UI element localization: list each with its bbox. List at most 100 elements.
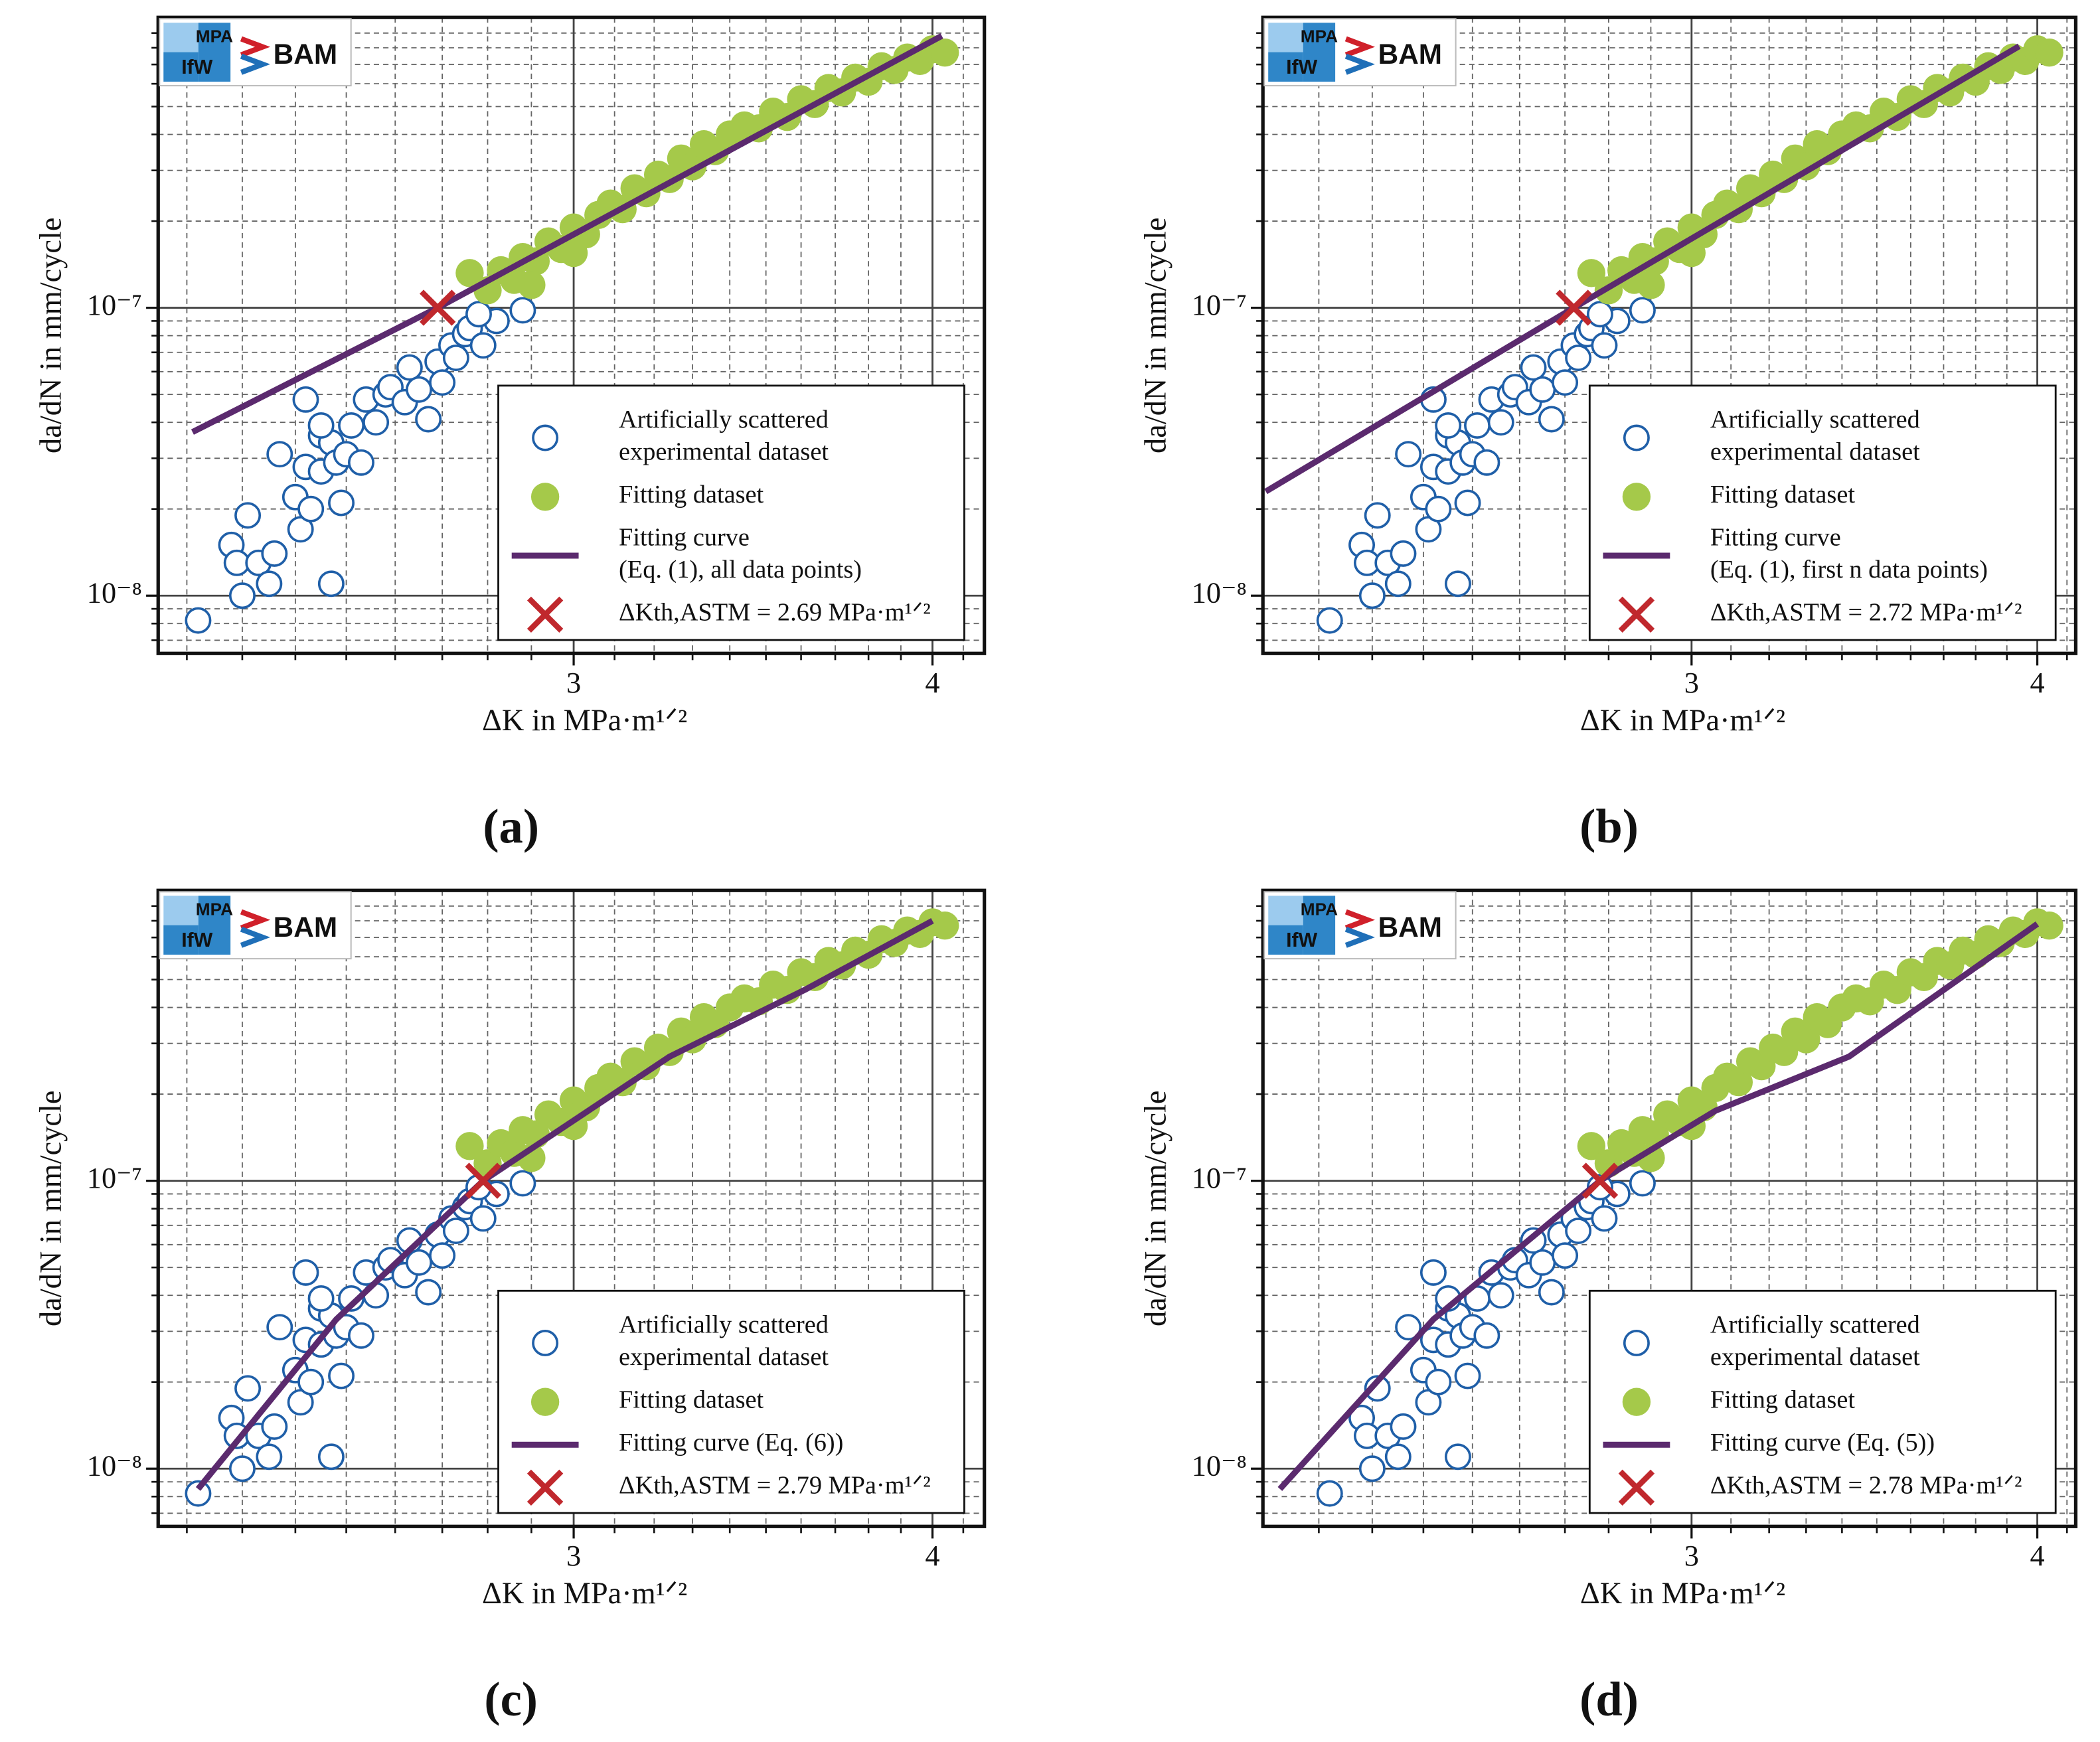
fitting-curve [195,918,934,1491]
legend-box [1588,384,2057,641]
data-point [530,1387,560,1416]
data-point [509,297,536,324]
data-point [1552,369,1579,396]
data-point [415,406,442,433]
x-tick-label: 3 [1684,666,1699,699]
data-point [266,1314,293,1341]
threshold-marker [419,289,456,326]
data-point [297,1368,325,1395]
threshold-marker [465,1162,501,1199]
data-point [234,502,262,529]
legend-text: Artificially scattered [619,406,829,434]
data-point [328,489,355,516]
logo-text: IfW [181,929,212,951]
logo-text: IfW [1286,929,1317,951]
logo-block [1268,52,1303,82]
data-point [1577,1132,1606,1160]
data-point [1419,1259,1447,1286]
y-tick-label: 10⁻⁷ [1192,288,1247,321]
data-point [1454,1362,1481,1389]
data-point [297,495,325,522]
legend-text: experimental dataset [1710,1343,1920,1371]
logo-chevron [1344,53,1375,75]
data-point [406,376,432,403]
data-point [234,1375,262,1402]
x-tick-label: 4 [925,666,939,699]
data-point [1565,1218,1592,1245]
data-point [1629,297,1656,324]
logo-chevron [1344,926,1375,948]
data-point [465,301,492,328]
x-axis-label: ΔK in MPa·m¹ᐟ² [482,1577,687,1611]
logo-text: IfW [181,56,212,78]
data-point [348,1322,374,1349]
logo-text: BAM [274,39,337,70]
data-point [1364,502,1391,529]
logo-block [1303,23,1336,82]
x-axis-label: ΔK in MPa·m¹ᐟ² [482,704,687,738]
data-point [532,424,559,451]
data-point [1395,1314,1422,1341]
plot-frame [1261,15,2078,655]
logo-block [1268,925,1303,955]
logo-text: IfW [1286,56,1317,78]
data-point [1358,1455,1386,1482]
data-point [1358,582,1386,609]
y-tick-label: 10⁻⁷ [87,288,142,321]
panel: 3 4 10⁻⁸ 10⁻⁷ Artificially scattered experime… [35,15,987,853]
y-axis-label: da/dN in mm/cycle [1139,218,1173,453]
data-point [261,1413,288,1440]
logo: MPA IfW BAM [159,891,352,960]
data-point [1473,449,1500,476]
data-point [1591,1205,1618,1232]
data-point [307,1285,335,1312]
logo-text: MPA [1301,26,1338,46]
logo-text: MPA [196,899,233,919]
data-point [930,38,959,67]
y-tick-label: 10⁻⁸ [87,1449,142,1482]
data-point [930,911,959,940]
plot-frame [1261,888,2078,1528]
data-point [1487,409,1514,436]
legend-text: Fitting curve (Eq. (6)) [619,1429,843,1457]
data-point [228,582,256,609]
threshold-marker [1556,289,1592,326]
data-point [396,354,423,381]
data-point [1390,540,1417,567]
data-point [1552,1242,1579,1269]
data-point [256,1443,283,1470]
legend-text: Artificially scattered [619,1311,829,1339]
data-point [1425,1368,1452,1395]
legend-text: Artificially scattered [1710,1311,1920,1339]
series-layer [1264,35,2063,634]
data-point [292,1259,319,1286]
data-point [1577,259,1606,287]
logo: MPA IfW BAM [1263,891,1457,960]
x-tick-label: 3 [566,666,581,699]
plot-frame [156,888,987,1528]
logo-block [198,23,231,82]
data-point [509,1170,536,1197]
data-point [469,1205,497,1232]
logo-chevron [240,909,271,931]
data-point [442,345,469,371]
legend-text: experimental dataset [1710,438,1920,466]
x-tick-label: 4 [925,1539,939,1572]
y-tick-label: 10⁻⁸ [1192,1449,1247,1482]
data-point [1390,1413,1417,1440]
logo-chevron [240,926,271,948]
legend-text: Artificially scattered [1710,406,1920,434]
series-layer [185,908,959,1507]
x-axis-label: ΔK in MPa·m¹ᐟ² [1580,704,1785,738]
data-point [429,369,456,396]
logo-block [163,925,199,955]
fitting-curve [1277,921,2040,1491]
data-point [442,1218,469,1245]
legend-text: Fitting dataset [619,481,764,509]
data-point [1538,406,1565,433]
x-tick-label: 3 [566,1539,581,1572]
data-point [1622,1387,1651,1416]
data-point [307,412,335,439]
